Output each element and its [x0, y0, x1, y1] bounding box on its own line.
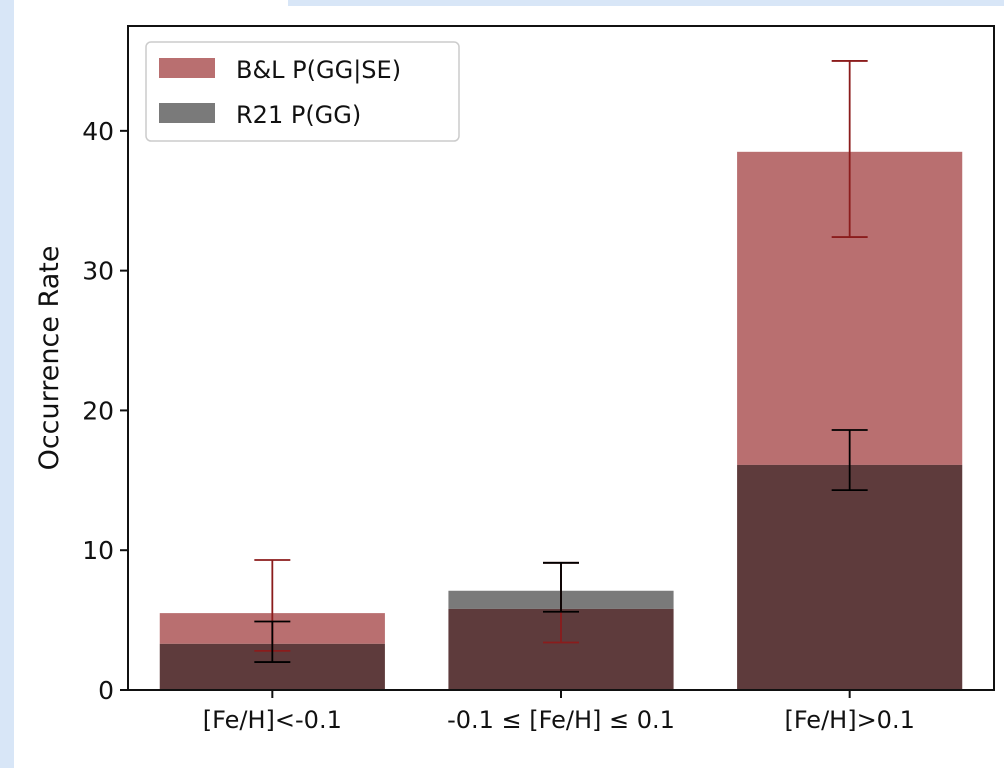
errorbar-r21-2: [831, 429, 868, 492]
errorbar-bl-2: [831, 60, 868, 238]
left-frame-border: [0, 0, 14, 768]
legend-label-bl: B&L P(GG|SE): [236, 56, 401, 84]
x-tick-label: -0.1 ≤ [Fe/H] ≤ 0.1: [447, 706, 675, 734]
y-axis-ticks: 0 10 20 30 40: [82, 117, 128, 705]
legend-label-r21: R21 P(GG): [236, 101, 361, 129]
legend-swatch-bl: [159, 58, 215, 78]
legend: B&L P(GG|SE) R21 P(GG): [145, 41, 460, 142]
y-tick-label: 10: [82, 536, 114, 565]
errorbars-layer: [254, 60, 868, 663]
x-axis-ticks: [Fe/H]<-0.1 -0.1 ≤ [Fe/H] ≤ 0.1 [Fe/H]>0.1: [203, 690, 915, 734]
x-tick-label: [Fe/H]<-0.1: [203, 706, 342, 734]
y-tick-label: 20: [82, 396, 114, 425]
y-tick-label: 30: [82, 257, 114, 286]
x-tick-label: [Fe/H]>0.1: [784, 706, 914, 734]
y-tick-label: 0: [98, 676, 114, 705]
y-tick-label: 40: [82, 117, 114, 146]
top-frame-border: [288, 0, 1004, 6]
legend-box: [145, 41, 460, 142]
legend-swatch-r21: [159, 103, 215, 123]
y-axis-label: Occurrence Rate: [34, 246, 65, 471]
errorbar-r21-0: [254, 620, 291, 663]
bar-overlap-2: [737, 464, 963, 690]
errorbar-r21-1: [543, 561, 579, 613]
